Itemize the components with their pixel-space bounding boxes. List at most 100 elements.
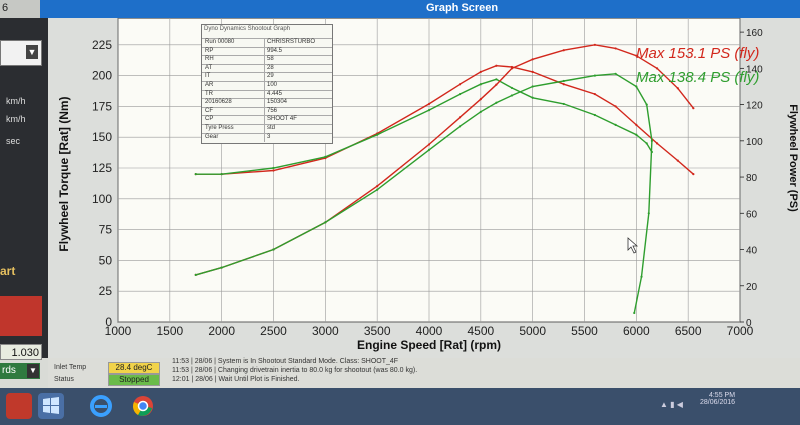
data-point: [376, 185, 379, 188]
data-point: [459, 83, 462, 86]
tray-icons[interactable]: ▲ ▮ ◀: [660, 400, 683, 409]
window-corner: 6: [0, 0, 40, 18]
y-axis-label: Flywheel Torque [Rat] (Nm): [57, 96, 71, 251]
title-bar: Graph Screen: [40, 0, 800, 18]
data-point: [510, 86, 514, 90]
chrome-icon[interactable]: [130, 393, 156, 419]
run-info-value: 100: [264, 82, 277, 90]
app-icon[interactable]: [6, 393, 32, 419]
y-tick-label: 200: [92, 69, 112, 83]
y-tick-label: 25: [99, 284, 113, 298]
stop-indicator[interactable]: [0, 296, 42, 336]
data-point: [495, 101, 498, 104]
data-point: [614, 72, 617, 75]
run-info-row: 20160628 150304: [202, 98, 332, 108]
run-info-row: RH 58: [202, 55, 332, 65]
y2-tick-label: 60: [746, 209, 758, 220]
y-tick-label: 225: [92, 38, 112, 52]
x-tick-label: 5500: [571, 324, 598, 338]
data-point: [655, 67, 659, 70]
y2-tick-label: 160: [746, 28, 763, 39]
data-point: [479, 70, 482, 74]
data-point: [324, 221, 327, 224]
data-point: [593, 74, 596, 77]
internet-explorer-icon[interactable]: [88, 393, 114, 419]
run-info-row: CP SHOOT 4F: [202, 115, 332, 125]
run-info-row: IT 29: [202, 72, 332, 82]
data-point: [635, 123, 638, 126]
legend-red: Max 153.1 PS (fly): [636, 45, 760, 62]
mode-dropdown-label: rds: [2, 365, 16, 376]
data-point: [647, 212, 650, 215]
run-info-key: IT: [205, 73, 211, 80]
data-point: [614, 105, 617, 108]
data-point: [220, 266, 223, 269]
y2-tick-label: 140: [746, 64, 763, 75]
run-info-value: SHOOT 4F: [264, 116, 297, 125]
run-info-value: std: [264, 125, 275, 133]
start-button-label: art: [0, 264, 16, 278]
data-point: [633, 311, 636, 315]
x-tick-label: 4500: [467, 324, 494, 338]
y-tick-label: 250: [92, 18, 112, 21]
data-point: [479, 110, 482, 113]
taskbar: ▲ ▮ ◀ 4:55 PM 28/06/2016: [0, 388, 800, 425]
run-info-row: AT 28: [202, 63, 332, 73]
data-point: [427, 102, 431, 106]
start-icon[interactable]: [38, 393, 64, 419]
y2-tick-label: 80: [746, 173, 758, 184]
run-info-row: AR 100: [202, 81, 332, 90]
y2-tick-label: 20: [746, 282, 758, 293]
left-dropdown[interactable]: ▼: [0, 40, 42, 66]
data-point: [645, 103, 648, 106]
inlet-temp-label: Inlet Temp: [54, 364, 87, 371]
chevron-down-icon[interactable]: ▼: [26, 45, 38, 59]
data-point: [479, 83, 482, 86]
data-point: [510, 94, 514, 97]
data-point: [531, 70, 534, 74]
data-point: [614, 47, 617, 50]
log-line: 12:01 | 28/06 | Wait Until Plot is Finis…: [172, 376, 300, 383]
series-line-power: [195, 73, 653, 314]
data-point: [635, 133, 638, 136]
system-clock[interactable]: 4:55 PM 28/06/2016: [700, 392, 735, 406]
run-info-key: Run 00080: [205, 39, 235, 45]
left-panel: ▼ km/h km/h sec art 1.030: [0, 18, 48, 360]
y2-tick-label: 100: [746, 137, 763, 148]
run-info-table: Dyno Dynamics Shootout Graph Run 00080 CH…: [201, 24, 333, 144]
y-tick-label: 150: [92, 130, 112, 144]
data-point: [495, 78, 498, 81]
data-point: [640, 275, 643, 278]
x-tick-label: 7000: [727, 324, 754, 338]
data-point: [427, 143, 431, 146]
y2-tick-label: 120: [746, 101, 763, 112]
run-info-row: TR 4.445: [202, 89, 332, 99]
data-point: [272, 166, 275, 170]
ie-glyph: [90, 395, 112, 417]
data-point: [194, 273, 197, 276]
chevron-down-icon[interactable]: ▼: [27, 364, 39, 378]
y-tick-label: 125: [92, 161, 112, 175]
x-axis-label: Engine Speed [Rat] (rpm): [357, 338, 501, 352]
mode-dropdown[interactable]: rds ▼: [0, 363, 40, 379]
data-point: [692, 173, 695, 176]
window-title: Graph Screen: [426, 2, 499, 14]
x-tick-label: 1000: [105, 324, 132, 338]
y-tick-label: 0: [105, 315, 112, 329]
message-log: 11:53 | 28/06 | System is In Shootout St…: [172, 358, 772, 388]
data-point: [376, 133, 379, 136]
legend-green: Max 138.4 PS (fly): [636, 69, 760, 86]
log-line: 11:53 | 28/06 | Changing drivetrain iner…: [172, 367, 418, 374]
run-info-key: RH: [205, 56, 214, 63]
x-tick-label: 3500: [364, 324, 391, 338]
data-point: [531, 58, 534, 61]
run-info-value: 994.5: [264, 47, 282, 56]
run-info-key: Tyre Press: [205, 125, 234, 131]
data-point: [562, 79, 565, 83]
run-info-value: 3: [264, 133, 270, 142]
run-info-row: Tyre Press std: [202, 124, 332, 133]
run-info-key: Gear: [205, 133, 219, 140]
data-point: [692, 107, 695, 110]
start-button[interactable]: art: [0, 256, 44, 286]
data-point: [272, 169, 275, 172]
